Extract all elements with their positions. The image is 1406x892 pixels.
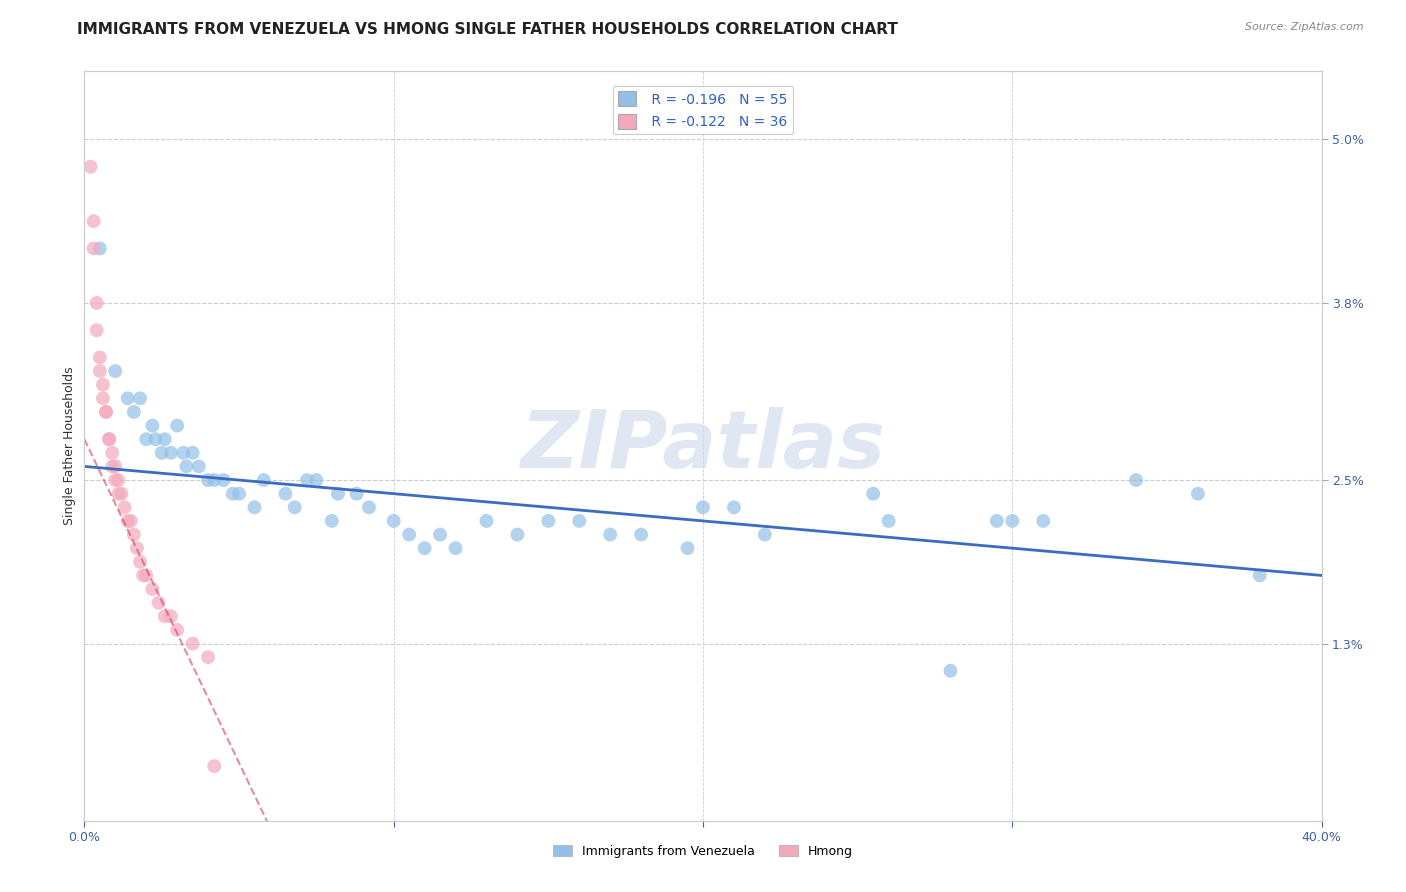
Point [357,500,380,515]
Point [676,541,699,556]
Point [125,541,148,556]
Point [537,514,560,528]
Text: ZIPatlas: ZIPatlas [520,407,886,485]
Point [120,514,142,528]
Point [692,500,714,515]
Point [141,418,163,433]
Point [506,527,529,541]
Point [202,759,225,773]
Point [107,486,129,500]
Point [117,514,139,528]
Point [253,473,276,487]
Point [172,446,194,460]
Point [599,527,621,541]
Point [150,446,173,460]
Point [86,323,108,337]
Point [754,527,776,541]
Point [91,392,114,406]
Point [160,609,183,624]
Point [122,405,145,419]
Point [986,514,1008,528]
Point [135,568,157,582]
Point [98,432,121,446]
Point [129,555,152,569]
Point [321,514,343,528]
Point [89,351,111,365]
Point [79,160,101,174]
Point [160,446,183,460]
Point [398,527,420,541]
Point [1249,568,1271,582]
Point [176,459,198,474]
Point [202,473,225,487]
Point [568,514,591,528]
Point [630,527,652,541]
Point [284,500,307,515]
Point [444,541,467,556]
Point [1001,514,1024,528]
Point [110,486,132,500]
Point [181,636,204,650]
Point [145,432,167,446]
Point [1125,473,1147,487]
Point [107,473,129,487]
Point [153,609,176,624]
Point [187,459,209,474]
Point [274,486,297,500]
Point [94,405,117,419]
Point [117,392,139,406]
Point [98,432,121,446]
Point [101,459,124,474]
Point [114,500,136,515]
Text: IMMIGRANTS FROM VENEZUELA VS HMONG SINGLE FATHER HOUSEHOLDS CORRELATION CHART: IMMIGRANTS FROM VENEZUELA VS HMONG SINGL… [77,22,898,37]
Point [86,296,108,310]
Point [212,473,235,487]
Point [295,473,318,487]
Point [723,500,745,515]
Point [89,364,111,378]
Point [166,623,188,637]
Y-axis label: Single Father Households: Single Father Households [63,367,76,525]
Point [475,514,498,528]
Point [153,432,176,446]
Point [166,418,188,433]
Point [222,486,245,500]
Point [197,473,219,487]
Point [104,364,127,378]
Point [1187,486,1209,500]
Point [83,242,105,256]
Point [862,486,884,500]
Point [939,664,962,678]
Point [132,568,155,582]
Point [1032,514,1054,528]
Point [94,405,117,419]
Point [413,541,436,556]
Point [101,446,124,460]
Point [382,514,405,528]
Point [104,473,127,487]
Point [326,486,349,500]
Text: Source: ZipAtlas.com: Source: ZipAtlas.com [1246,22,1364,32]
Point [141,582,163,596]
Point [135,432,157,446]
Point [89,242,111,256]
Point [181,446,204,460]
Point [429,527,451,541]
Point [877,514,900,528]
Point [228,486,250,500]
Point [83,214,105,228]
Point [148,596,170,610]
Legend:  R = -0.196   N = 55,  R = -0.122   N = 36: R = -0.196 N = 55, R = -0.122 N = 36 [613,86,793,135]
Point [305,473,328,487]
Point [346,486,368,500]
Point [91,377,114,392]
Point [122,527,145,541]
Point [197,650,219,665]
Point [129,392,152,406]
Point [104,459,127,474]
Point [243,500,266,515]
